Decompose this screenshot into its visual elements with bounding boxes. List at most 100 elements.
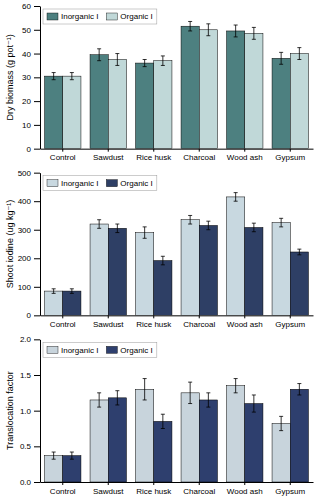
error-bar	[143, 379, 147, 400]
bar	[108, 60, 126, 149]
x-tick-label: Wood ash	[227, 153, 263, 162]
y-tick-mark	[34, 375, 40, 376]
x-tick: Wood ash	[227, 482, 263, 496]
error-bar	[70, 73, 74, 80]
x-tick: Sawdust	[93, 482, 124, 496]
x-tick-mark	[244, 482, 245, 485]
y-tick-label: 0	[27, 145, 32, 154]
y-tick-mark	[34, 6, 40, 7]
x-tick-label: Control	[50, 320, 76, 329]
series	[63, 384, 309, 482]
x-tick: Sawdust	[93, 315, 124, 329]
y-tick-label: 50	[22, 26, 31, 35]
y-axis-line	[40, 173, 41, 316]
error-bar	[206, 393, 210, 407]
bar	[290, 389, 308, 482]
error-bar	[52, 289, 56, 294]
y-axis: 0.00.51.01.52.0	[20, 335, 41, 487]
x-tick-mark	[62, 482, 63, 485]
bar	[227, 386, 245, 482]
x-tick-mark	[290, 149, 291, 152]
x-tick-label: Control	[50, 153, 76, 162]
error-bar	[52, 73, 56, 80]
error-bar	[252, 223, 256, 232]
legend-swatch	[47, 13, 58, 20]
y-tick-mark	[34, 54, 40, 55]
legend-item: Inorganic I	[47, 179, 98, 188]
legend-item: Organic I	[106, 12, 152, 21]
legend-label: Organic I	[120, 346, 152, 355]
x-tick-label: Wood ash	[227, 320, 263, 329]
y-axis-line	[40, 340, 41, 483]
chart: ControlSawdustRice huskCharcoalWood ashG…	[5, 335, 313, 495]
series	[63, 24, 309, 149]
legend-label: Inorganic I	[61, 179, 98, 188]
bar	[63, 76, 81, 149]
y-tick-label: 0	[27, 311, 32, 320]
series	[63, 221, 309, 315]
x-tick-label: Charcoal	[183, 320, 215, 329]
legend-frame	[43, 176, 157, 191]
x-tick-label: Wood ash	[227, 487, 263, 496]
legend-label: Inorganic I	[61, 346, 98, 355]
bar	[136, 233, 154, 316]
error-bar	[188, 215, 192, 224]
y-axis: 0100200300400500	[18, 169, 41, 321]
y-tick-mark	[34, 201, 40, 202]
y-tick-label: 200	[18, 254, 32, 263]
error-bar	[97, 393, 101, 407]
y-tick: 1.5	[20, 371, 40, 380]
x-tick: Gypsum	[275, 315, 305, 329]
y-tick-mark	[34, 230, 40, 231]
x-tick-label: Rice husk	[136, 320, 172, 329]
y-tick-mark	[34, 101, 40, 102]
bar	[199, 400, 217, 482]
bar	[154, 421, 172, 482]
x-tick: Wood ash	[227, 149, 263, 163]
error-bar	[297, 384, 301, 395]
y-tick-label: 60	[22, 2, 31, 11]
x-axis: ControlSawdustRice huskCharcoalWood ashG…	[41, 149, 314, 163]
plot-area	[45, 193, 309, 316]
error-bar	[143, 227, 147, 238]
legend-item: Organic I	[106, 179, 152, 188]
x-tick: Charcoal	[183, 149, 215, 163]
x-tick-mark	[290, 315, 291, 318]
y-tick: 1.0	[20, 407, 40, 416]
y-tick-label: 20	[22, 97, 31, 106]
x-tick: Charcoal	[183, 482, 215, 496]
x-tick-mark	[290, 482, 291, 485]
error-bar	[234, 193, 238, 202]
bar	[181, 220, 199, 316]
y-tick-mark	[34, 411, 40, 412]
bar	[108, 228, 126, 315]
error-bar	[252, 27, 256, 39]
legend: Inorganic IOrganic I	[43, 9, 157, 24]
x-tick: Control	[50, 482, 76, 496]
y-tick-label: 1.0	[20, 407, 32, 416]
y-tick: 20	[22, 97, 40, 106]
series	[45, 21, 291, 148]
y-tick-label: 40	[22, 50, 31, 59]
y-tick: 0.5	[20, 442, 40, 451]
x-tick-label: Gypsum	[275, 153, 305, 162]
series	[45, 193, 291, 316]
x-tick-mark	[153, 315, 154, 318]
error-bar	[70, 289, 74, 294]
y-tick-label: 0.0	[20, 478, 32, 487]
y-axis: 0102030405060	[22, 2, 40, 154]
figure: Control Sawdust Rice husk Charcoal Wood ash G…	[0, 0, 319, 500]
x-tick-mark	[108, 149, 109, 152]
y-tick: 60	[22, 2, 40, 11]
y-tick-label: 100	[18, 283, 32, 292]
legend-swatch	[47, 346, 58, 353]
legend-frame	[43, 342, 157, 357]
x-axis-line	[41, 149, 314, 150]
bar	[45, 291, 63, 315]
x-tick-label: Control	[50, 487, 76, 496]
error-bar	[279, 52, 283, 64]
y-tick-label: 500	[18, 169, 32, 178]
x-tick: Gypsum	[275, 482, 305, 496]
bar	[245, 33, 263, 148]
y-tick-label: 300	[18, 226, 32, 235]
